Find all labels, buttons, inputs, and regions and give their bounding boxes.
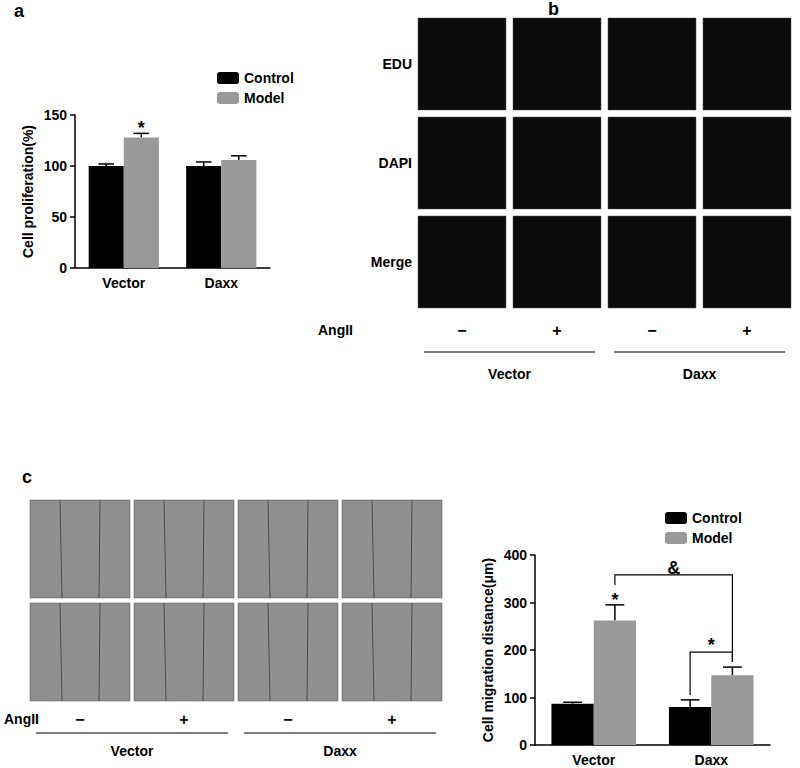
svg-text:*: * [708, 635, 715, 655]
svg-text:−: − [457, 322, 466, 339]
svg-text:Daxx: Daxx [683, 366, 717, 382]
svg-text:150: 150 [44, 107, 68, 123]
svg-text:Model: Model [692, 530, 732, 546]
svg-text:300: 300 [504, 595, 528, 611]
svg-text:EDU: EDU [382, 56, 412, 72]
svg-text:Cell proliferation(%): Cell proliferation(%) [20, 125, 36, 258]
svg-text:AngII: AngII [4, 711, 39, 727]
svg-text:−: − [283, 711, 292, 728]
svg-text:Control: Control [692, 510, 742, 526]
svg-text:Daxx: Daxx [695, 752, 729, 768]
svg-text:DAPI: DAPI [379, 155, 412, 171]
svg-text:Vector: Vector [488, 366, 531, 382]
svg-text:AngII: AngII [318, 322, 353, 338]
svg-text:+: + [387, 711, 396, 728]
svg-text:+: + [742, 322, 751, 339]
svg-text:+: + [552, 322, 561, 339]
svg-text:b: b [548, 0, 559, 19]
svg-text:50: 50 [51, 209, 67, 225]
svg-text:Vector: Vector [111, 743, 154, 759]
svg-text:*: * [138, 118, 145, 138]
svg-text:Control: Control [244, 70, 294, 86]
svg-text:0: 0 [59, 260, 67, 276]
svg-text:−: − [75, 711, 84, 728]
svg-text:200: 200 [504, 642, 528, 658]
svg-text:c: c [22, 467, 32, 487]
svg-text:0: 0 [519, 737, 527, 753]
svg-text:100: 100 [44, 158, 68, 174]
svg-text:400: 400 [504, 547, 528, 563]
svg-text:a: a [14, 1, 25, 21]
svg-text:Daxx: Daxx [323, 743, 357, 759]
svg-text:−: − [647, 322, 656, 339]
svg-text:Merge: Merge [371, 254, 412, 270]
svg-text:&: & [667, 558, 680, 578]
svg-text:Cell migration distance(μm): Cell migration distance(μm) [480, 558, 496, 742]
svg-text:*: * [611, 590, 618, 610]
svg-text:Vector: Vector [102, 275, 145, 291]
svg-text:Model: Model [244, 90, 284, 106]
svg-text:Daxx: Daxx [205, 275, 239, 291]
svg-text:100: 100 [504, 690, 528, 706]
svg-text:+: + [179, 711, 188, 728]
svg-text:Vector: Vector [572, 752, 615, 768]
